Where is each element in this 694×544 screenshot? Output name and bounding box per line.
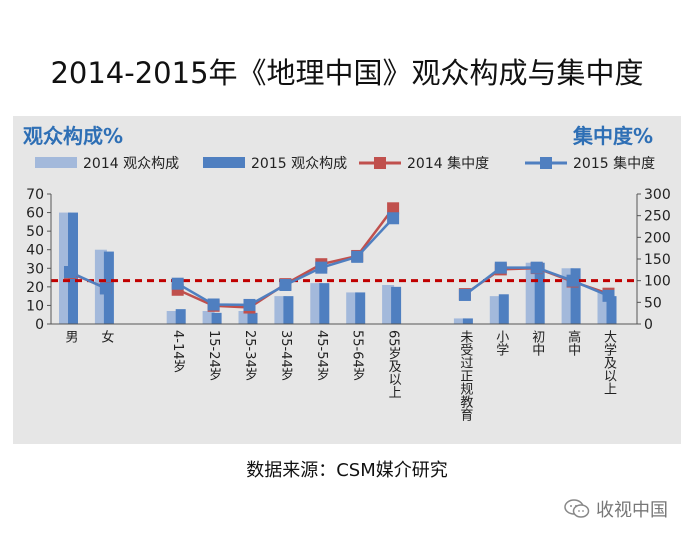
point-2015-concentration [494,261,507,274]
y-tick-label: 40 [26,243,44,259]
point-2015-concentration [243,298,256,311]
bar-2015-composition [175,309,186,324]
legend-swatch-marker [540,157,552,169]
bar-2015-composition [355,292,366,324]
point-2015-concentration [64,266,76,278]
x-tick-label: 未受过正规教育 [457,330,473,422]
x-tick-label: 男 [63,330,79,343]
legend-swatch [203,157,245,168]
legend-label: 2015 集中度 [573,155,655,172]
bar-2015-composition [283,296,294,324]
x-tick-label: 25-34岁 [242,330,257,381]
bar-2015-composition [534,262,545,324]
point-2014-concentration [387,202,400,215]
y2-tick-label: 0 [644,317,653,333]
point-2015-concentration [171,277,184,290]
bar-2015-composition [606,296,617,324]
x-tick-label: 初中 [529,330,545,356]
chart: 观众构成% 集中度% 2014 观众构成 2015 观众构成 2014 集中度 201… [23,124,671,422]
y-tick-label: 30 [26,261,44,277]
point-2015-concentration [530,261,543,274]
bar-2015-composition [391,286,402,324]
x-tick-label: 65岁及以上 [386,330,402,399]
bar-2015-composition [319,283,330,324]
point-2015-concentration [458,288,471,301]
data-source-note: 数据来源：CSM媒介研究 [246,460,448,481]
point-2015-concentration [279,279,292,291]
y2-tick-label: 250 [644,209,671,225]
point-2015-concentration [351,250,364,263]
bar-2015-composition [462,318,473,324]
x-tick-label: 小学 [493,330,509,356]
y2-tick-label: 200 [644,230,671,246]
y-tick-label: 50 [26,224,44,240]
bar-2015-composition [498,294,509,324]
point-2015-concentration [602,289,615,302]
y2-tick-label: 100 [644,274,671,290]
watermark-text: 收视中国 [596,500,668,521]
x-tick-label: 大学及以上 [601,330,617,395]
chart-panel: 观众构成% 集中度% 2014 观众构成 2015 观众构成 2014 集中度 201… [13,116,681,444]
point-2015-concentration [207,298,220,311]
point-2015-concentration [387,212,400,225]
bar-2014-composition [453,318,466,324]
legend: 2014 观众构成 2015 观众构成 2014 集中度 2015 集中度 [35,155,655,172]
x-tick-label: 15-24岁 [206,330,221,381]
x-tick-label: 45-54岁 [314,330,329,381]
y2-tick-label: 150 [644,252,671,268]
y-tick-label: 70 [26,187,44,203]
y-tick-label: 60 [26,206,44,222]
x-tick-label: 55-64岁 [350,330,365,381]
page-title: 2014-2015年《地理中国》观众构成与集中度 [50,56,644,90]
wechat-icon [564,499,590,518]
y2-axis-title: 集中度% [572,124,653,148]
legend-label: 2014 观众构成 [83,156,179,172]
bar-2015-composition [211,312,222,324]
y-tick-label: 10 [26,298,44,314]
bar-2015-composition [570,268,581,324]
point-2015-concentration [99,282,112,295]
x-tick-label: 女 [98,329,114,343]
legend-swatch-marker [374,157,386,169]
watermark: 收视中国 [564,496,668,522]
y-tick-label: 0 [35,317,44,333]
legend-label: 2015 观众构成 [251,156,347,172]
y2-tick-label: 50 [644,295,662,311]
point-2015-concentration [315,261,328,274]
legend-swatch [35,157,77,168]
x-tick-label: 4-14岁 [170,330,185,373]
x-tick-label: 高中 [565,329,581,356]
legend-label: 2014 集中度 [407,155,489,172]
bar-2015-composition [247,312,258,324]
y2-tick-label: 300 [644,187,671,203]
y-tick-label: 20 [26,280,44,296]
point-2015-concentration [566,274,579,287]
y-axis-title: 观众构成% [23,124,123,148]
x-tick-label: 35-44岁 [278,330,293,381]
